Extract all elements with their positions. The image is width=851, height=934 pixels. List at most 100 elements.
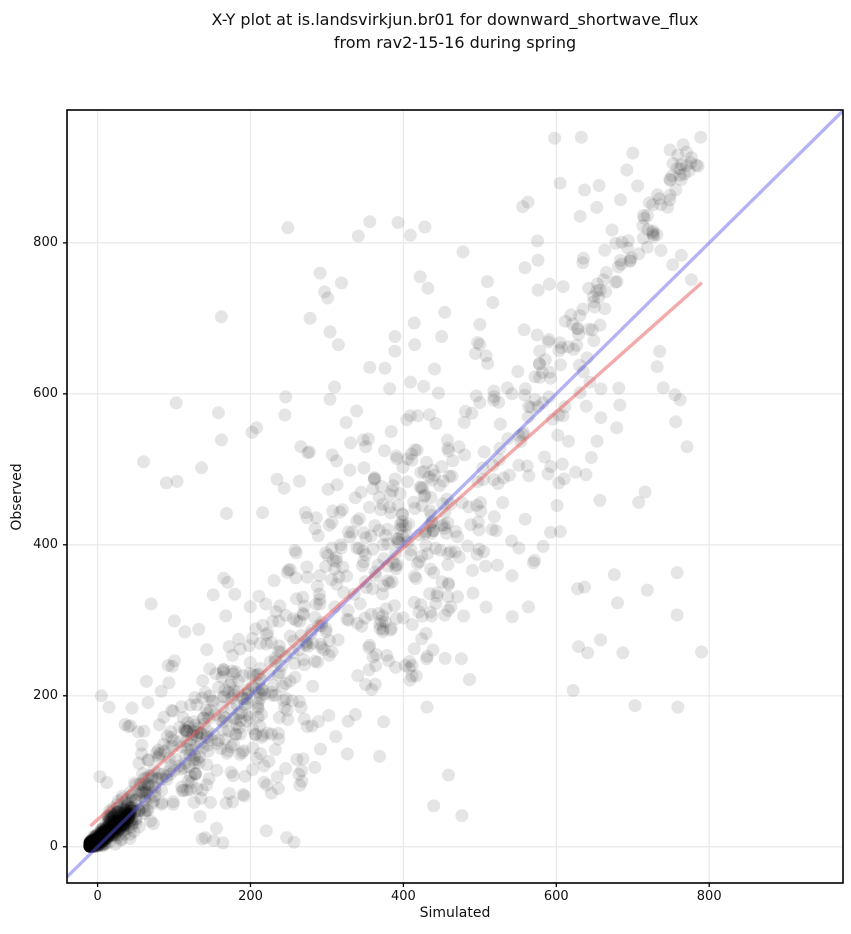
scatter-point [544, 371, 558, 385]
scatter-point [389, 660, 403, 674]
scatter-point [84, 838, 98, 852]
scatter-point [229, 665, 243, 679]
scatter-point [257, 759, 271, 773]
scatter-point [653, 344, 667, 358]
scatter-point [614, 193, 627, 207]
scatter-point [536, 539, 550, 553]
scatter-point [99, 832, 113, 846]
x-tick-label: 200 [238, 889, 263, 904]
scatter-point [528, 393, 542, 407]
scatter-point [111, 828, 125, 842]
scatter-point [369, 659, 383, 673]
scatter-point [296, 752, 310, 766]
scatter-point [93, 770, 107, 784]
scatter-point [87, 835, 100, 849]
scatter-point [85, 839, 99, 853]
scatter-point [83, 838, 97, 852]
scatter-point [84, 839, 97, 853]
scatter-point [251, 710, 265, 724]
scatter-point [125, 820, 139, 834]
scatter-point [88, 836, 101, 850]
scatter-point [340, 747, 354, 761]
scatter-point [651, 188, 664, 202]
scatter-point [207, 834, 221, 848]
scatter-point [673, 393, 687, 407]
scatter-point [235, 746, 249, 760]
scatter-point [87, 838, 101, 852]
scatter-point [470, 547, 484, 561]
scatter-point [83, 839, 97, 853]
scatter-point [83, 839, 97, 853]
scatter-point [449, 525, 462, 538]
scatter-point [343, 530, 357, 544]
scatter-point [350, 541, 364, 555]
scatter-point [100, 831, 113, 845]
scatter-point [84, 839, 98, 853]
scatter-point [128, 793, 142, 807]
scatter-point [83, 839, 97, 853]
scatter-point [159, 476, 173, 490]
scatter-point [95, 835, 109, 849]
scatter-point [571, 322, 585, 336]
scatter-point [256, 683, 270, 697]
scatter-point [190, 698, 204, 712]
scatter-point [340, 569, 354, 583]
scatter-point [212, 734, 225, 747]
scatter-point [437, 518, 451, 532]
scatter-point [83, 838, 97, 852]
scatter-point [512, 429, 526, 443]
scatter-point [311, 529, 325, 543]
scatter-point [89, 833, 103, 847]
scatter-point [89, 835, 102, 849]
scatter-point [369, 569, 383, 583]
scatter-point [466, 586, 480, 600]
scatter-point [125, 817, 139, 831]
scatter-point [336, 560, 350, 574]
scatter-point [104, 824, 118, 838]
scatter-point [372, 607, 385, 620]
scatter-point [160, 729, 174, 743]
scatter-point [570, 322, 584, 335]
scatter-point [228, 727, 242, 741]
scatter-point [214, 742, 228, 755]
scatter-point [153, 747, 167, 761]
scatter-point [226, 795, 240, 809]
scatter-point [150, 772, 164, 786]
scatter-point [454, 652, 468, 666]
scatter-point [432, 386, 445, 400]
scatter-point [92, 837, 106, 851]
scatter-point [511, 365, 525, 378]
scatter-point [538, 353, 552, 367]
scatter-point [572, 358, 586, 372]
scatter-point [341, 604, 355, 617]
scatter-point [85, 838, 99, 852]
scatter-point [129, 812, 143, 826]
scatter-point [264, 786, 278, 800]
scatter-point [111, 816, 125, 830]
scatter-point [94, 822, 108, 836]
scatter-point [88, 838, 102, 852]
scatter-point [373, 622, 387, 636]
scatter-point [83, 837, 97, 851]
scatter-point [401, 452, 415, 466]
scatter-point [294, 440, 308, 454]
scatter-point [290, 752, 304, 766]
scatter-point [356, 433, 370, 447]
scatter-point [117, 814, 131, 828]
scatter-point [359, 531, 373, 545]
scatter-point [85, 833, 99, 847]
scatter-point [283, 674, 297, 688]
scatter-point [103, 825, 117, 839]
scatter-point [126, 801, 139, 815]
scatter-point [83, 839, 97, 853]
scatter-point [245, 425, 259, 439]
scatter-point [85, 839, 99, 853]
scatter-point [105, 815, 119, 829]
scatter-point [501, 432, 515, 446]
scatter-point [425, 609, 439, 623]
scatter-point [85, 834, 99, 847]
scatter-point [611, 260, 625, 274]
scatter-point [666, 258, 680, 272]
scatter-point [250, 421, 264, 435]
scatter-point [465, 406, 479, 420]
